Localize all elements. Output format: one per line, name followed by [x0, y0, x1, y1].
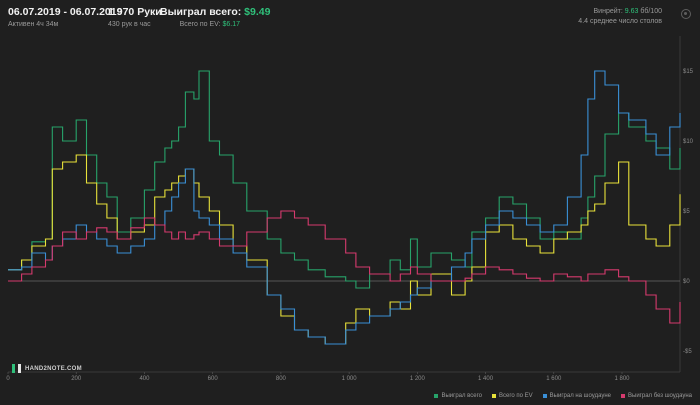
series-line-3 — [8, 210, 681, 324]
session-block: 06.07.2019 - 06.07.2019 Активен 4ч 34м — [8, 6, 122, 28]
hands-per-hour: 430 рук в час — [108, 21, 151, 28]
x-tick-label: 1 000 — [342, 376, 358, 382]
won-value: $9.49 — [244, 6, 271, 18]
x-tick-label: 400 — [139, 376, 150, 382]
winrate-label: Винрейт: — [593, 8, 623, 15]
y-tick-label: $5 — [683, 209, 690, 215]
won-label: Выиграл всего: — [160, 6, 242, 18]
legend: Выиграл всего Всего по EV Выиграл на шоуда… — [434, 393, 692, 399]
legend-item[interactable]: Выиграл на шоудауне — [542, 393, 611, 399]
hands-count: 1 970 Руки — [108, 6, 162, 18]
legend-swatch — [434, 394, 439, 398]
graph-area: $15 $10 $5 $0 -$5 0 200 400 600 800 1 000 1 200 1 40… — [6, 36, 694, 382]
gear-icon[interactable] — [681, 9, 691, 19]
y-tick-label: $15 — [683, 69, 694, 75]
winrate-block: Винрейт: 9.63 бб/100 4.4 среднее число с… — [556, 8, 662, 25]
avg-tables: 4.4 среднее число столов — [578, 18, 662, 25]
logo-text: HAND2NOTE.COM — [25, 365, 82, 372]
y-tick-label: -$5 — [683, 349, 692, 355]
stats-header: 06.07.2019 - 06.07.2019 Активен 4ч 34м 1… — [0, 0, 700, 34]
ev-label: Всего по EV: — [179, 21, 221, 28]
x-tick-label: 0 — [6, 376, 10, 382]
hands-block: 1 970 Руки 430 рук в час — [108, 6, 162, 28]
winrate-value: 9.63 — [624, 8, 639, 15]
y-tick-label: $0 — [683, 279, 690, 285]
ev-value: $6.17 — [222, 21, 240, 28]
legend-label: Выиграл на шоудауне — [549, 393, 611, 399]
x-tick-label: 1 800 — [615, 376, 631, 382]
legend-item[interactable]: Выиграл без шоудауна — [621, 393, 692, 399]
legend-item[interactable]: Выиграл всего — [434, 393, 482, 399]
won-block: Выиграл всего: $9.49 Всего по EV: $6.17 — [160, 6, 270, 28]
legend-label: Выиграл без шоудауна — [628, 393, 692, 399]
series-line-1 — [8, 154, 681, 345]
legend-label: Выиграл всего — [441, 393, 483, 399]
brand-logo: HAND2NOTE.COM — [12, 364, 82, 373]
x-tick-label: 800 — [276, 376, 287, 382]
x-tick-label: 600 — [208, 376, 219, 382]
legend-swatch — [542, 394, 547, 398]
winrate-unit: бб/100 — [640, 8, 662, 15]
x-tick-label: 1 600 — [546, 376, 562, 382]
series-line-0 — [8, 70, 681, 289]
x-tick-label: 200 — [71, 376, 82, 382]
x-tick-label: 1 200 — [410, 376, 426, 382]
active-time: Активен 4ч 34м — [8, 21, 59, 28]
series-line-2 — [8, 70, 681, 345]
date-range: 06.07.2019 - 06.07.2019 — [8, 6, 123, 18]
legend-label: Всего по EV — [499, 393, 533, 399]
logo-icon — [12, 364, 21, 373]
legend-item[interactable]: Всего по EV — [492, 393, 533, 399]
legend-swatch — [492, 394, 497, 398]
x-tick-label: 1 400 — [478, 376, 494, 382]
y-tick-label: $10 — [683, 139, 694, 145]
legend-swatch — [621, 394, 625, 398]
